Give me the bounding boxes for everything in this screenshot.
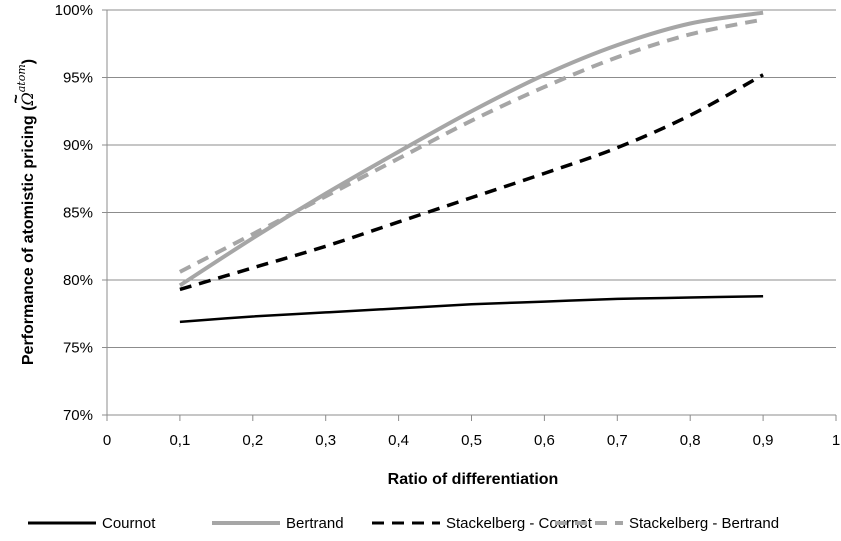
x-tick-label: 0,1 [169, 432, 190, 449]
series-lines [178, 10, 764, 324]
legend-label: Stackelberg - Cournot [446, 515, 593, 532]
y-axis-title-tilde: ~ [8, 94, 25, 103]
legend-label: Bertrand [286, 515, 344, 532]
series-line-bertrand [178, 10, 764, 288]
legend-label: Stackelberg - Bertrand [629, 515, 779, 532]
x-tick-label: 0 [103, 432, 111, 449]
x-tick-label: 1 [832, 432, 840, 449]
legend-item: Stackelberg - Bertrand [555, 515, 779, 532]
x-tick-label: 0,2 [242, 432, 263, 449]
y-tick-label: 75% [63, 340, 93, 357]
y-tick-label: 100% [55, 2, 93, 19]
legend-item: Bertrand [212, 515, 344, 532]
x-axis-title: Ratio of differentiation [388, 471, 559, 488]
legend-label: Cournot [102, 515, 156, 532]
tick-labels: 70% 75% 80% 85% 90% 95% 100% 0 0,1 0,2 0,3 0,4 0,5 0,… [55, 2, 841, 449]
legend: Cournot Bertrand Stackelberg - Cournot Stac… [28, 515, 779, 532]
legend-item: Cournot [28, 515, 156, 532]
svg-text:Performance of atomistic prici: Performance of atomistic pricing (Ωatom) [15, 59, 37, 365]
series-line-cournot [179, 294, 764, 324]
y-tick-label: 95% [63, 70, 93, 87]
series-line-stackelberg-bertrand [178, 17, 764, 274]
y-tick-label: 85% [63, 205, 93, 222]
gridlines [107, 9, 836, 348]
axes [102, 9, 837, 421]
y-axis-title: Performance of atomistic pricing (Ωatom)… [8, 59, 37, 365]
y-tick-label: 70% [63, 407, 93, 424]
x-tick-label: 0,5 [461, 432, 482, 449]
series-line-stackelberg-cournot [179, 73, 764, 292]
legend-item: Stackelberg - Cournot [372, 515, 593, 532]
x-tick-label: 0,7 [607, 432, 628, 449]
y-tick-label: 80% [63, 272, 93, 289]
x-tick-label: 0,9 [753, 432, 774, 449]
y-tick-label: 90% [63, 137, 93, 154]
y-axis-title-text: Performance of atomistic pricing (Ωatom)… [8, 59, 37, 365]
x-tick-label: 0,4 [388, 432, 409, 449]
x-tick-label: 0,6 [534, 432, 555, 449]
x-tick-label: 0,3 [315, 432, 336, 449]
x-tick-label: 0,8 [680, 432, 701, 449]
